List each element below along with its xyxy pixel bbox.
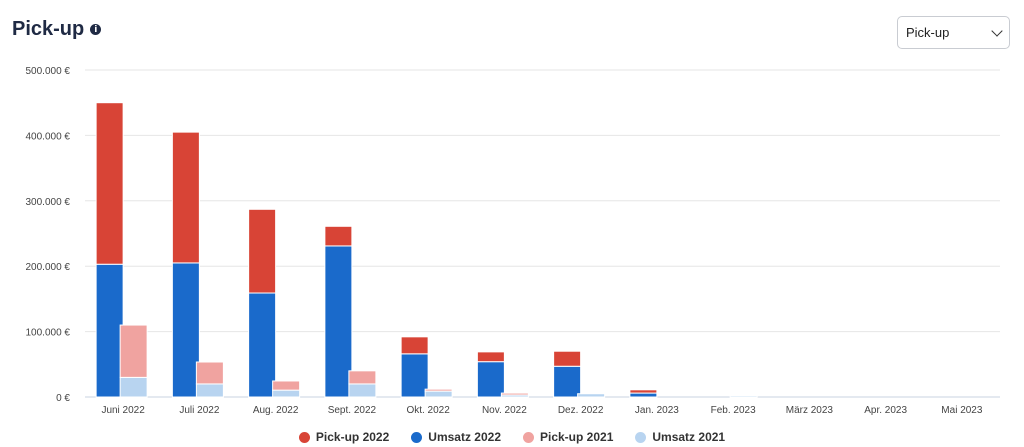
x-tick-label: Nov. 2022 bbox=[482, 405, 527, 416]
y-tick-label: 500.000 € bbox=[26, 66, 71, 77]
bar-pick-up-2022 bbox=[95, 102, 124, 265]
legend-item[interactable]: Umsatz 2022 bbox=[411, 430, 501, 444]
y-tick-label: 400.000 € bbox=[26, 131, 71, 142]
bar-pick-up-2021 bbox=[424, 388, 453, 392]
legend: Pick-up 2022 Umsatz 2022 Pick-up 2021 Umsat… bbox=[0, 430, 1024, 444]
x-tick-label: Apr. 2023 bbox=[864, 405, 907, 416]
title-text: Pick-up bbox=[12, 18, 85, 40]
bar-pick-up-2022 bbox=[171, 131, 200, 264]
y-tick-label: 200.000 € bbox=[26, 262, 71, 273]
bar-umsatz-2021 bbox=[348, 383, 377, 398]
x-tick-label: Aug. 2022 bbox=[253, 405, 299, 416]
bar-pick-up-2022 bbox=[248, 208, 277, 294]
x-tick-label: Dez. 2022 bbox=[558, 405, 604, 416]
x-tick-label: Juli 2022 bbox=[179, 405, 219, 416]
bar-umsatz-2021 bbox=[272, 389, 301, 398]
legend-dot-icon bbox=[411, 431, 423, 443]
bar-umsatz-2022 bbox=[95, 263, 124, 398]
bar-pick-up-2022 bbox=[324, 225, 353, 247]
legend-dot-icon bbox=[635, 431, 647, 443]
x-tick-label: März 2023 bbox=[786, 405, 834, 416]
x-tick-label: Juni 2022 bbox=[101, 405, 145, 416]
bar-pick-up-2022 bbox=[400, 336, 429, 355]
select-value: Pick-up bbox=[906, 25, 950, 40]
bar-umsatz-2022 bbox=[476, 361, 505, 398]
legend-label: Pick-up 2022 bbox=[315, 430, 390, 444]
legend-label: Pick-up 2021 bbox=[540, 430, 614, 444]
legend-label: Umsatz 2021 bbox=[652, 430, 726, 444]
bar-umsatz-2022 bbox=[324, 245, 353, 398]
chart-type-select[interactable]: Pick-up bbox=[897, 16, 1010, 49]
bar-umsatz-2021 bbox=[577, 393, 606, 398]
bar-umsatz-2021 bbox=[729, 395, 758, 398]
bar-pick-up-2021 bbox=[348, 370, 377, 385]
bar-pick-up-2022 bbox=[553, 350, 582, 367]
legend-dot-icon bbox=[523, 431, 534, 443]
x-tick-label: Jan. 2023 bbox=[635, 405, 679, 416]
info-icon[interactable]: i bbox=[90, 24, 102, 35]
y-tick-label: 100.000 € bbox=[26, 328, 71, 339]
bar-umsatz-2022 bbox=[171, 262, 200, 398]
bar-pick-up-2022 bbox=[476, 351, 505, 363]
bar-umsatz-2022 bbox=[629, 392, 658, 398]
legend-label: Umsatz 2022 bbox=[428, 430, 501, 444]
bar-umsatz-2021 bbox=[119, 376, 148, 398]
bar-umsatz-2022 bbox=[553, 365, 582, 398]
bar-pick-up-2021 bbox=[500, 392, 529, 396]
bar-pick-up-2021 bbox=[195, 361, 224, 385]
x-tick-label: Feb. 2023 bbox=[711, 405, 756, 416]
y-tick-label: 300.000 € bbox=[26, 197, 71, 208]
bar-umsatz-2021 bbox=[195, 383, 224, 398]
x-tick-label: Mai 2023 bbox=[941, 405, 983, 416]
legend-item[interactable]: Pick-up 2021 bbox=[523, 430, 613, 444]
bar-umsatz-2022 bbox=[248, 292, 277, 398]
legend-dot-icon bbox=[298, 431, 310, 443]
page-title: Pick-up i bbox=[12, 18, 102, 41]
x-tick-label: Okt. 2022 bbox=[406, 405, 450, 416]
bar-pick-up-2021 bbox=[119, 324, 148, 378]
legend-item[interactable]: Umsatz 2021 bbox=[635, 430, 725, 444]
bar-umsatz-2021 bbox=[424, 390, 453, 398]
y-tick-label: 0 € bbox=[56, 393, 70, 404]
legend-item[interactable]: Pick-up 2022 bbox=[298, 430, 390, 444]
bar-umsatz-2022 bbox=[400, 353, 429, 398]
x-tick-label: Sept. 2022 bbox=[328, 405, 377, 416]
bar-pick-up-2022 bbox=[629, 389, 658, 394]
bar-pick-up-2021 bbox=[272, 380, 301, 391]
